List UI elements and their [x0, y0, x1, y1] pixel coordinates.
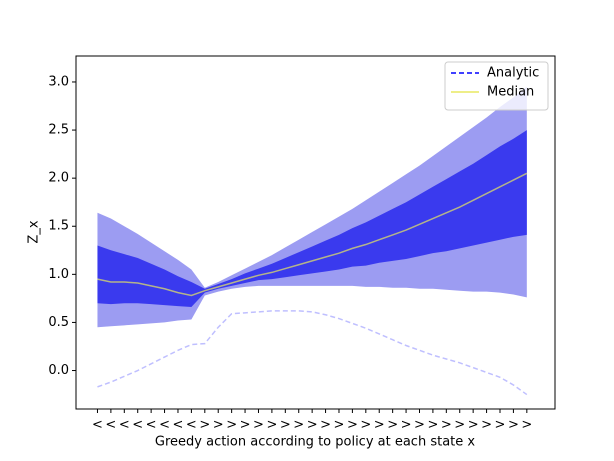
- x-tick-label: >: [441, 418, 452, 433]
- y-tick-label: 2.0: [48, 171, 69, 186]
- x-tick-label: <: [173, 418, 184, 433]
- x-tick-label: >: [427, 418, 438, 433]
- x-tick-label: >: [266, 418, 277, 433]
- x-tick-label: >: [401, 418, 412, 433]
- x-axis-label: Greedy action according to policy at eac…: [155, 435, 476, 450]
- x-tick-label: >: [253, 418, 264, 433]
- x-tick-label: <: [105, 418, 116, 433]
- x-tick-label: >: [213, 418, 224, 433]
- legend-label: Analytic: [487, 66, 539, 81]
- x-tick-label: >: [334, 418, 345, 433]
- x-tick-label: >: [280, 418, 291, 433]
- x-tick-label: >: [199, 418, 210, 433]
- series-line: [97, 310, 528, 396]
- x-tick-label: >: [320, 418, 331, 433]
- x-tick-label: >: [293, 418, 304, 433]
- y-axis-label: Z_x: [27, 220, 42, 243]
- x-tick-label: >: [468, 418, 479, 433]
- series-line: [97, 172, 528, 297]
- x-tick-label: >: [307, 418, 318, 433]
- y-tick-label: 1.5: [48, 219, 69, 234]
- x-tick-label: >: [360, 418, 371, 433]
- y-tick-label: 0.5: [48, 315, 69, 330]
- x-tick-label: >: [481, 418, 492, 433]
- x-tick-label: >: [414, 418, 425, 433]
- x-tick-label: <: [146, 418, 157, 433]
- quantile-band: [97, 86, 527, 328]
- x-tick-label: >: [374, 418, 385, 433]
- x-tick-label: <: [186, 418, 197, 433]
- x-tick-label: >: [387, 418, 398, 433]
- x-tick-label: <: [92, 418, 103, 433]
- y-tick-label: 1.0: [48, 267, 69, 282]
- legend-label: Median: [487, 85, 534, 100]
- quantile-band: [97, 130, 527, 308]
- x-tick-label: <: [119, 418, 130, 433]
- x-tick-label: >: [347, 418, 358, 433]
- x-tick-label: <: [132, 418, 143, 433]
- x-tick-label: >: [454, 418, 465, 433]
- y-tick-label: 3.0: [48, 74, 69, 89]
- x-tick-label: <: [159, 418, 170, 433]
- x-tick-label: >: [226, 418, 237, 433]
- x-tick-label: >: [521, 418, 532, 433]
- plot-frame: [75, 55, 556, 410]
- y-tick-label: 0.0: [48, 363, 69, 378]
- y-tick-label: 2.5: [48, 123, 69, 138]
- x-tick-label: >: [240, 418, 251, 433]
- x-tick-label: >: [508, 418, 519, 433]
- legend-box: [444, 61, 549, 111]
- x-tick-label: >: [495, 418, 506, 433]
